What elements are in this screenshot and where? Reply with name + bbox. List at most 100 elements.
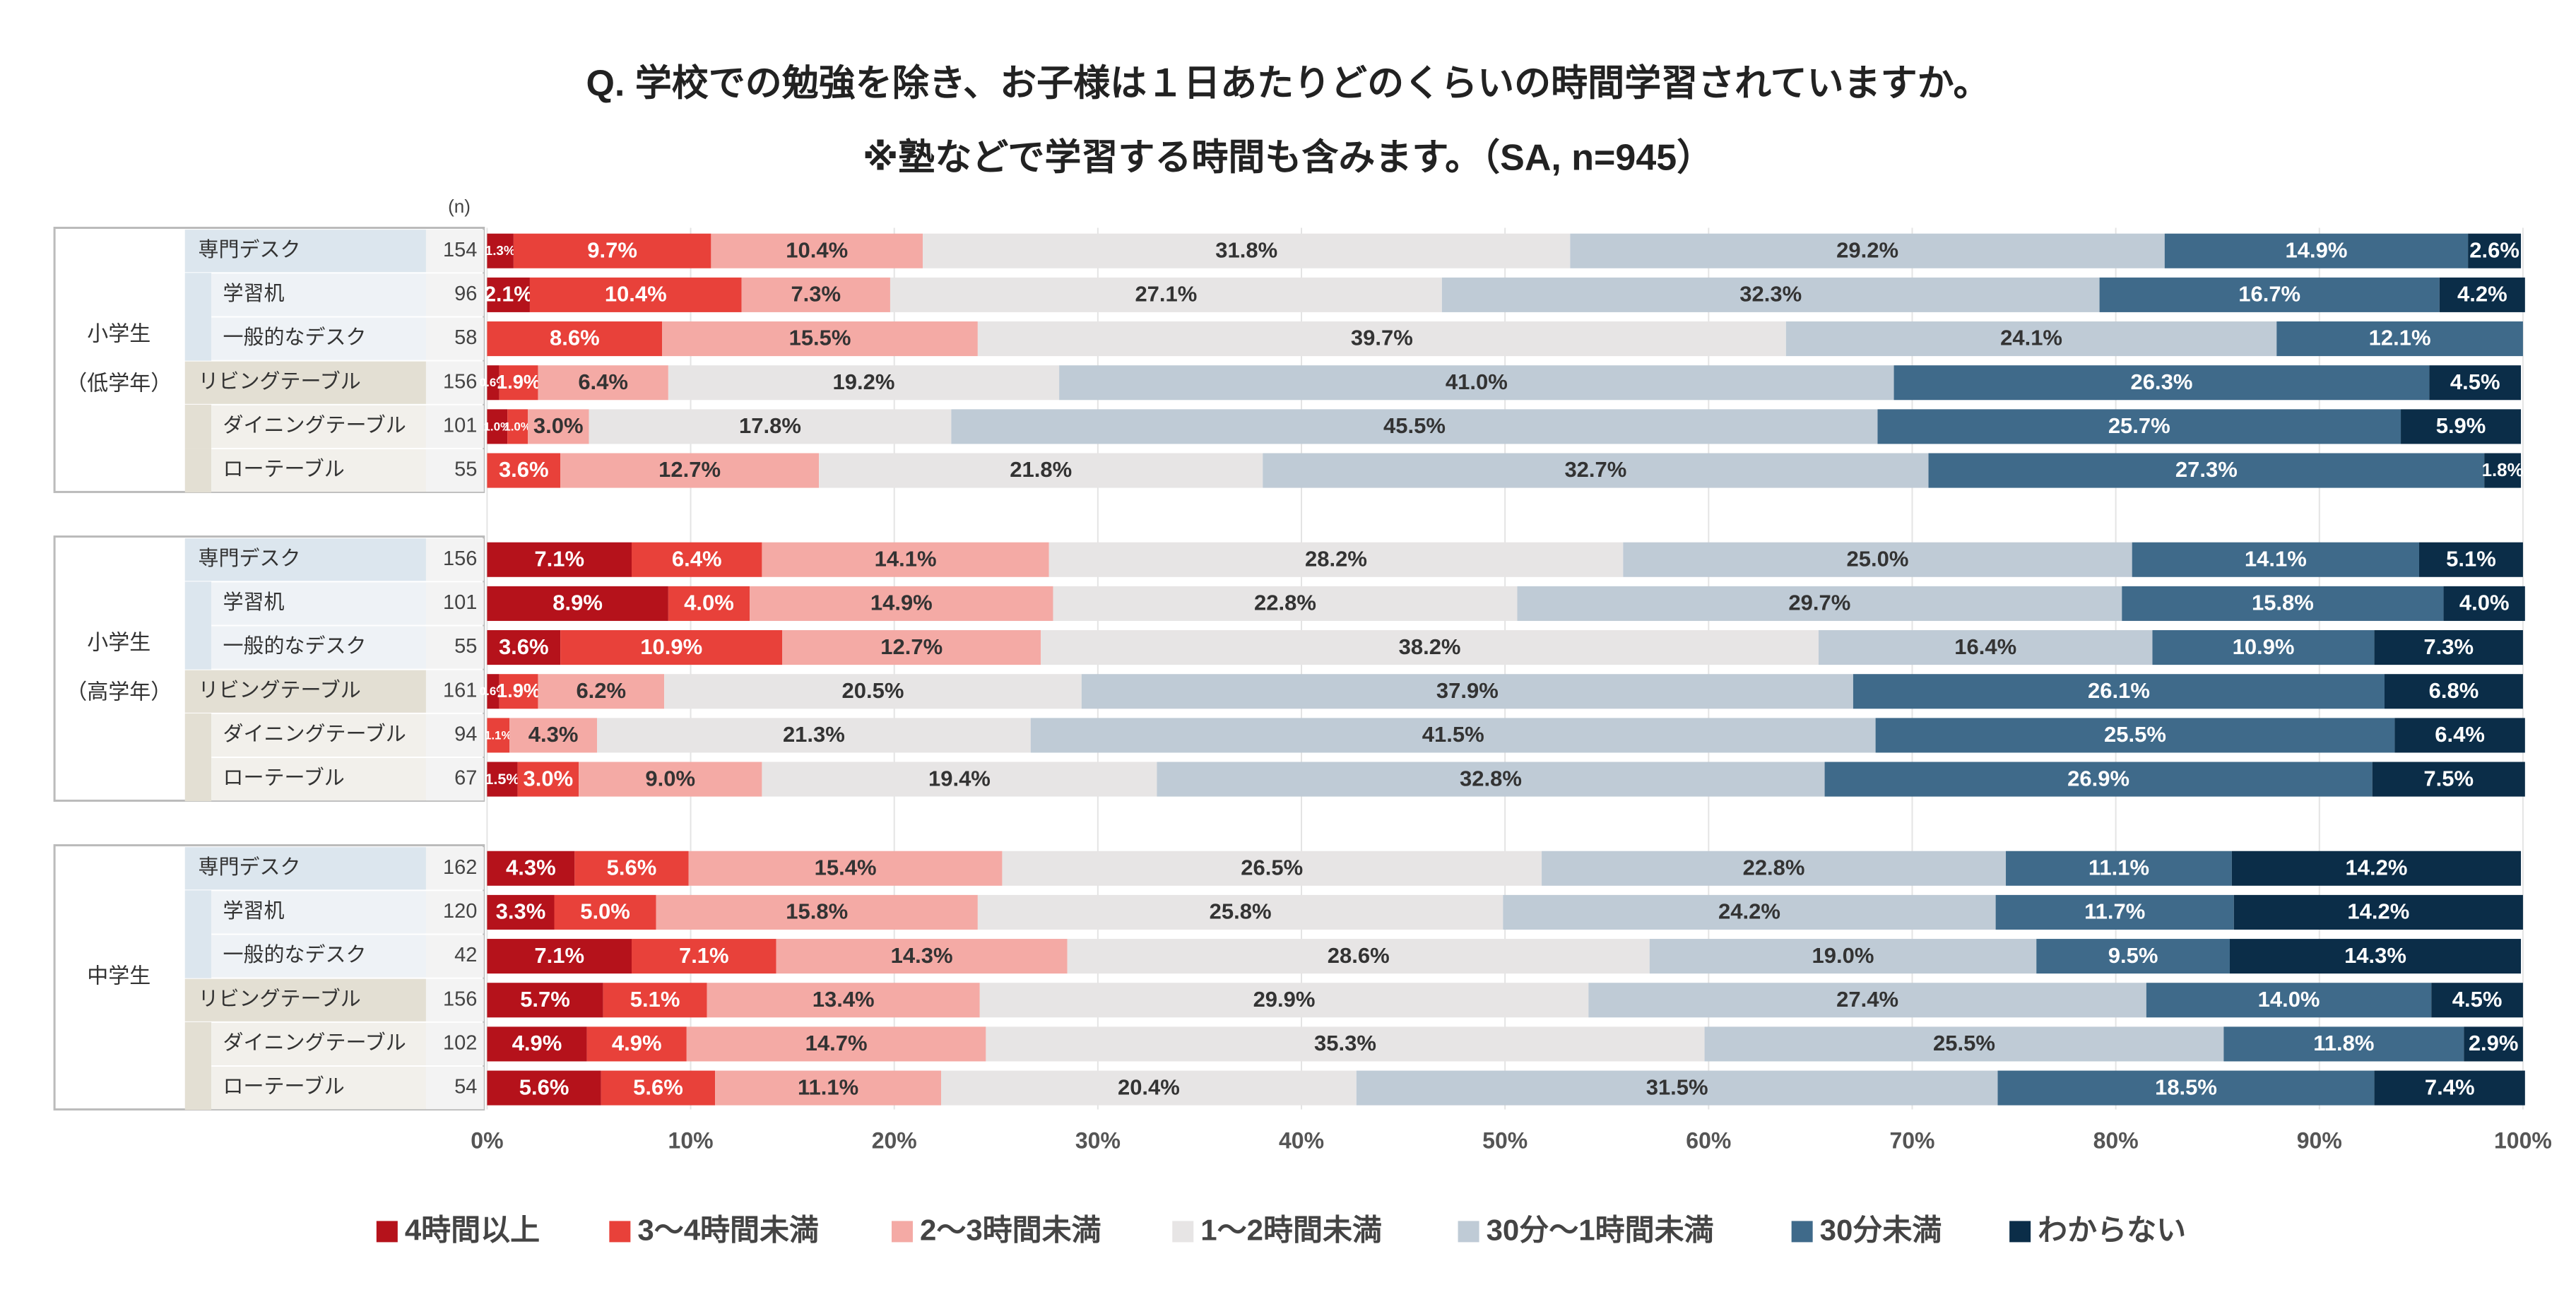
row-label: ダイニングテーブル [223,1031,406,1055]
n-label: 156 [443,370,477,393]
bar-segment [1785,321,2277,357]
data-label: 1.3% [485,243,516,258]
bar-segment [1517,586,2122,621]
data-label: 16.4% [1954,634,2016,659]
n-label: 156 [443,547,477,570]
data-label: 4.5% [2452,987,2503,1012]
data-label: 25.7% [2108,413,2170,438]
chart-title: Q. 学校での勉強を除き、お子様は１日あたりどのくらいの時間学習されていますか。 [586,64,1990,105]
n-cell-bg [425,626,484,669]
bar-segment [487,586,668,621]
x-tick-label: 20% [872,1128,917,1154]
n-cell-bg [425,847,484,890]
data-label: 4.9% [512,1031,562,1055]
group-label: （低学年） [66,372,172,395]
data-label: 14.2% [2347,899,2409,924]
legend-swatch [2009,1221,2031,1243]
bar-segment [2036,939,2230,974]
bar-segment [603,983,707,1018]
data-label: 37.9% [1436,678,1499,703]
row-header-strip [184,316,212,361]
data-label: 3.0% [524,766,574,790]
row-header-bg [211,935,426,978]
bar-segment [507,409,528,444]
bar-segment [711,233,923,268]
bar-segment [487,762,518,797]
data-label: 26.5% [1241,855,1303,880]
data-label: 22.8% [1743,855,1805,880]
row-header-bg [211,891,426,934]
bar-segment [668,365,1060,401]
bar-segment [1649,939,2037,974]
n-cell-bg [425,757,484,801]
data-label: 28.6% [1328,943,1390,968]
bar-segment [487,277,530,312]
data-label: 41.0% [1446,369,1508,394]
bar-segment [2229,939,2522,974]
row-label: 一般的なデスク [223,943,366,966]
data-label: 10.4% [786,237,848,262]
data-label: 8.6% [550,326,600,350]
bar-segment [632,939,776,974]
data-label: 1.8% [2482,461,2524,480]
row-header-bg [211,713,426,757]
bar-segment [579,762,762,797]
bar-segment [2374,1070,2525,1106]
data-label: 19.2% [833,369,895,394]
row-label: リビングテーブル [198,369,360,393]
x-tick-label: 40% [1279,1128,1324,1154]
data-label: 14.1% [875,546,937,571]
group-label: （高学年） [66,680,172,704]
bar-segment [487,851,575,886]
bar-segment [977,894,1503,930]
group-label: 小学生 [87,631,150,654]
row-label: リビングテーブル [198,987,360,1010]
row-header-strip [184,581,212,626]
n-cell-bg [425,978,484,1021]
bar-segment [509,718,598,753]
data-label: 28.2% [1305,546,1367,571]
n-label: 102 [443,1032,477,1055]
bar-segment [1875,718,2395,753]
data-label: 13.4% [813,987,875,1012]
n-cell-bg [425,449,484,492]
bar-segment [923,233,1571,268]
legend-label: 30分未満 [1820,1213,1942,1246]
bar-segment [487,365,500,401]
bar-segment [1824,762,2373,797]
data-label: 11.7% [2084,899,2145,924]
bar-segment [513,233,711,268]
bar-segment [750,586,1053,621]
bar-segment [977,321,1786,357]
n-label: 101 [443,415,477,437]
bar-segment [1048,542,1624,577]
bar-segment [656,894,978,930]
data-label: 39.7% [1351,326,1413,350]
bar-segment [1818,630,2153,665]
bar-segment [487,630,561,665]
bar-segment [1853,674,2385,709]
bar-segment [1041,630,1819,665]
x-tick-label: 80% [2093,1128,2139,1154]
data-label: 20.5% [842,678,904,703]
bar-segment [2484,453,2522,488]
data-label: 2.9% [2469,1031,2519,1055]
data-label: 14.9% [2286,237,2348,262]
bar-segment [554,894,656,930]
bar-segment [487,1070,601,1106]
bar-segment [2394,718,2525,753]
data-label: 9.7% [587,237,637,262]
bar-segment [499,674,538,709]
row-header-bg [211,1022,426,1066]
data-label: 35.3% [1314,1031,1376,1055]
row-label: ローテーブル [223,458,344,481]
data-label: 5.6% [607,855,657,880]
data-label: 1.0% [504,420,531,433]
data-label: 4.9% [612,1031,662,1055]
data-label: 4.0% [684,591,734,615]
row-header-bg [211,1067,426,1110]
row-header-strip [184,890,212,935]
bar-segment [2468,233,2522,268]
data-label: 9.0% [645,766,695,790]
